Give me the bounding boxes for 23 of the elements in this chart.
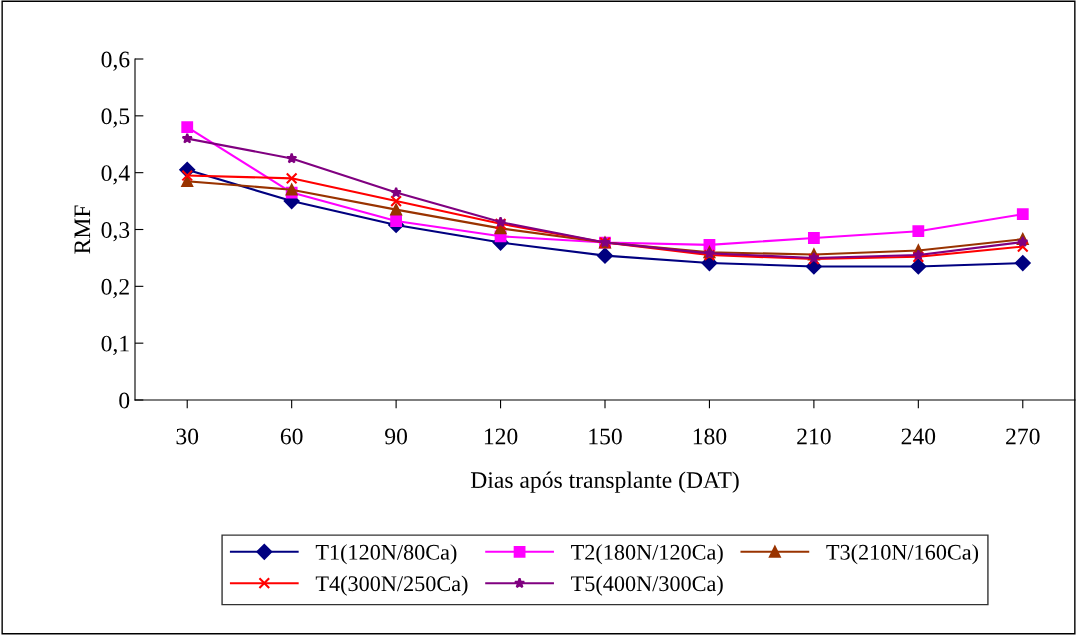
x-tick-label: 30 [176, 428, 199, 445]
legend-label: T5(400N/300Ca) [571, 575, 723, 596]
y-tick-label: 0,5 [101, 108, 130, 128]
x-axis-title: Dias após transplante (DAT) [470, 471, 739, 493]
y-axis-title: RMF [74, 205, 91, 254]
x-tick-label: 180 [693, 428, 727, 445]
legend-label: T3(210N/160Ca) [826, 544, 979, 565]
x-tick-label: 240 [901, 428, 936, 445]
x-tick-label: 210 [797, 428, 831, 445]
y-tick-label: 0,4 [101, 165, 130, 185]
y-tick-label: 0 [119, 392, 130, 409]
x-tick-label: 150 [589, 428, 622, 445]
y-tick-label: 0,2 [101, 278, 129, 299]
legend-label: T1(120N/80Ca) [315, 544, 457, 565]
y-tick-label: 0,3 [101, 221, 130, 242]
x-tick-label: 270 [1006, 428, 1040, 445]
x-tick-label: 60 [280, 428, 303, 445]
legend-label: T4(300N/250Ca) [315, 575, 468, 596]
y-tick-label: 0,1 [101, 335, 129, 355]
x-tick-label: 90 [385, 428, 408, 445]
y-tick-label: 0,6 [101, 51, 130, 71]
x-tick-label: 120 [484, 428, 518, 445]
legend-label: T2(180N/120Ca) [571, 544, 723, 565]
